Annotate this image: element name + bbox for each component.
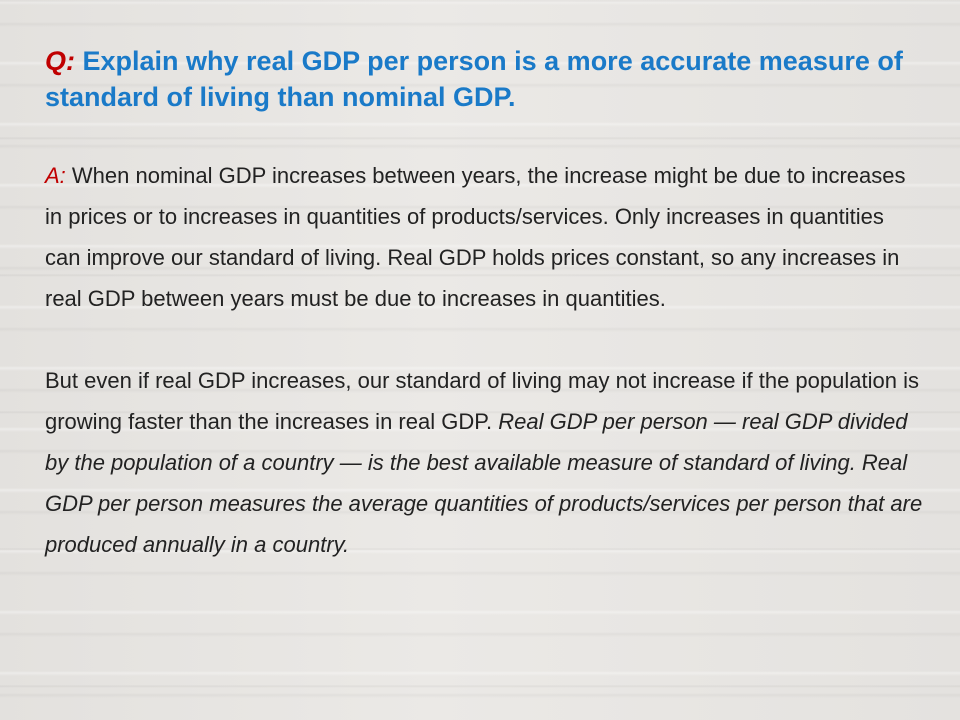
question-label: Q: (45, 46, 75, 76)
answer-paragraph-2-text: But even if real GDP increases, our stan… (45, 368, 919, 434)
answer-body: A: When nominal GDP increases between ye… (45, 155, 925, 565)
question-text: Explain why real GDP per person is a mor… (45, 46, 903, 112)
answer-paragraph-1-text: When nominal GDP increases between years… (45, 163, 906, 311)
question-heading: Q: Explain why real GDP per person is a … (45, 43, 925, 115)
answer-label: A: (45, 163, 66, 188)
answer-paragraph-1: A: When nominal GDP increases between ye… (45, 155, 925, 319)
answer-paragraph-2-emphasis: Real GDP per person — real GDP divided b… (45, 409, 923, 557)
answer-paragraph-2: But even if real GDP increases, our stan… (45, 360, 925, 565)
